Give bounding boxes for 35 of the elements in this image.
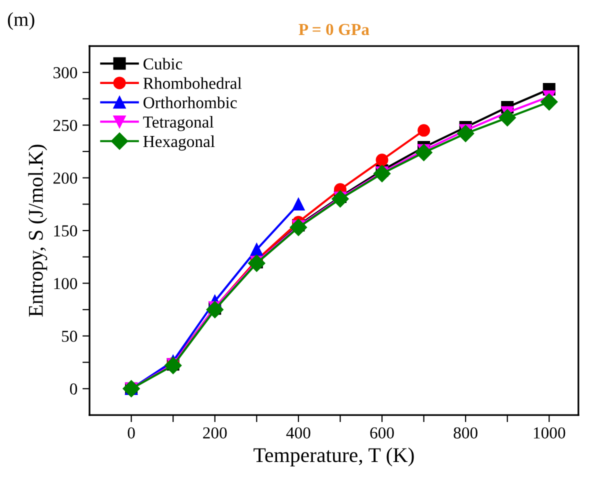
x-tick-label: 400: [286, 427, 310, 439]
x-tick-label: 1000: [534, 427, 566, 439]
y-tick-label: 200: [53, 172, 78, 184]
point: [250, 243, 263, 256]
point: [164, 356, 182, 374]
legend-label: Rhombohedral: [143, 77, 242, 89]
legend-label: Orthorhombic: [144, 96, 237, 108]
x-tick-label: 800: [454, 427, 478, 439]
y-tick-label: 0: [70, 383, 78, 395]
y-tick-label: 250: [53, 120, 78, 132]
y-tick-label: 150: [54, 225, 78, 236]
point: [376, 154, 388, 166]
point: [292, 198, 305, 210]
point: [332, 190, 349, 208]
x-tick-label: 600: [370, 427, 394, 439]
y-tick-label: 100: [54, 278, 78, 290]
legend-label: Cubic: [144, 58, 182, 70]
point: [415, 144, 432, 162]
x-tick-label: 200: [203, 427, 227, 439]
legend-label: Tetragonal: [143, 116, 214, 132]
point: [418, 124, 430, 137]
point: [457, 125, 474, 142]
legend-label: Hexagonal: [143, 135, 215, 151]
x-axis-title: Temperature, T (K): [254, 448, 414, 466]
point: [540, 93, 558, 110]
x-tick-label: 0: [128, 427, 135, 439]
text: (m): [8, 12, 34, 30]
point: [373, 165, 391, 182]
y-tick-label: 300: [54, 67, 78, 78]
point: [290, 218, 307, 236]
point: [498, 109, 516, 126]
chart-title: P = 0 GPa: [298, 24, 370, 36]
y-axis-title: Entropy, S (J/mol.K): [28, 144, 48, 317]
y-tick-label: 50: [62, 330, 78, 342]
point: [206, 301, 224, 318]
